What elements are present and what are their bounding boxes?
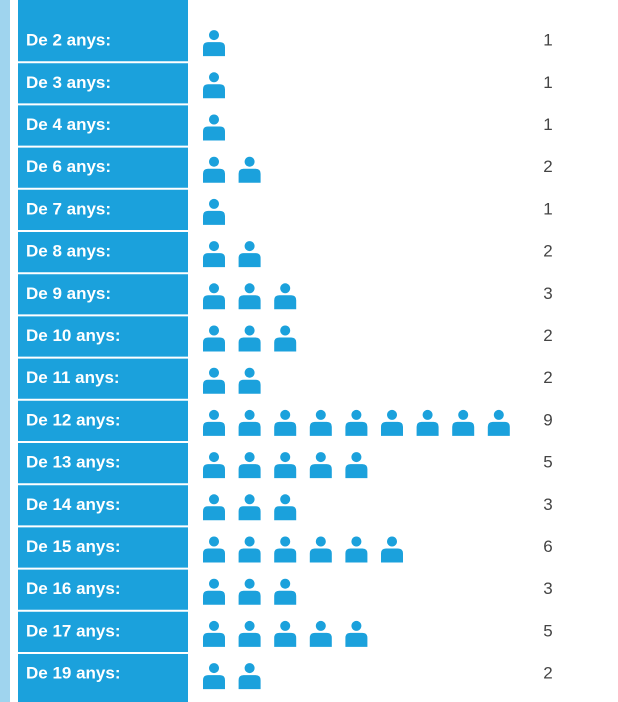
person-icon [238, 241, 261, 268]
person-icon [274, 325, 297, 352]
person-icon [203, 30, 225, 57]
person-icon [274, 578, 297, 605]
label-column [18, 0, 188, 702]
value-label: 5 [543, 453, 552, 472]
person-icon [238, 663, 261, 690]
value-label: 9 [543, 410, 552, 429]
person-icon [381, 536, 403, 563]
person-icon [452, 409, 475, 436]
person-icon [203, 663, 225, 690]
person-icon [203, 620, 225, 647]
person-icon [203, 114, 225, 141]
person-icon [345, 452, 368, 479]
category-label: De 7 anys: [26, 199, 111, 218]
left-strip [0, 0, 10, 702]
person-icon [416, 409, 439, 436]
value-label: 1 [543, 31, 552, 50]
category-label: De 9 anys: [26, 284, 111, 303]
value-label: 1 [543, 199, 552, 218]
category-label: De 14 anys: [26, 495, 121, 514]
person-icon [203, 494, 225, 521]
person-icon [381, 409, 403, 436]
category-label: De 16 anys: [26, 579, 121, 598]
person-icon [345, 620, 368, 647]
value-label: 6 [543, 537, 552, 556]
value-label: 3 [543, 495, 552, 514]
category-label: De 19 anys: [26, 664, 121, 683]
value-label: 2 [543, 157, 552, 176]
person-icon [203, 72, 225, 99]
person-icon [487, 409, 510, 436]
person-icon [274, 620, 297, 647]
value-label: 2 [543, 368, 552, 387]
category-label: De 12 anys: [26, 410, 121, 429]
person-icon [345, 536, 368, 563]
person-icon [238, 494, 261, 521]
person-icon [203, 283, 225, 310]
person-icon [274, 536, 297, 563]
category-label: De 17 anys: [26, 621, 121, 640]
person-icon [309, 409, 332, 436]
person-icon [345, 409, 368, 436]
person-icon [274, 283, 297, 310]
person-icon [238, 620, 261, 647]
person-icon [238, 283, 261, 310]
person-icon [274, 494, 297, 521]
value-label: 2 [543, 326, 552, 345]
person-icon [203, 325, 225, 352]
person-icon [274, 409, 297, 436]
value-label: 5 [543, 621, 552, 640]
person-icon [203, 156, 225, 183]
person-icon [274, 452, 297, 479]
person-icon [203, 409, 225, 436]
person-icon [238, 578, 261, 605]
person-icon [238, 409, 261, 436]
person-icon [309, 536, 332, 563]
person-icon [238, 536, 261, 563]
person-icon [309, 620, 332, 647]
category-label: De 2 anys: [26, 31, 111, 50]
person-icon [309, 452, 332, 479]
value-label: 1 [543, 115, 552, 134]
category-label: De 8 anys: [26, 242, 111, 261]
value-label: 2 [543, 242, 552, 261]
person-icon [203, 578, 225, 605]
person-icon [203, 241, 225, 268]
value-label: 3 [543, 579, 552, 598]
category-label: De 3 anys: [26, 73, 111, 92]
value-label: 1 [543, 73, 552, 92]
category-label: De 13 anys: [26, 453, 121, 472]
category-label: De 4 anys: [26, 115, 111, 134]
value-label: 3 [543, 284, 552, 303]
category-label: De 11 anys: [26, 368, 120, 387]
person-icon [203, 367, 225, 394]
person-icon [203, 198, 225, 225]
person-icon [203, 452, 225, 479]
person-icon [238, 325, 261, 352]
person-icon [238, 367, 261, 394]
value-label: 2 [543, 664, 552, 683]
person-icon [203, 536, 225, 563]
category-label: De 15 anys: [26, 537, 121, 556]
category-label: De 6 anys: [26, 157, 111, 176]
person-icon [238, 452, 261, 479]
person-icon [238, 156, 261, 183]
category-label: De 10 anys: [26, 326, 121, 345]
